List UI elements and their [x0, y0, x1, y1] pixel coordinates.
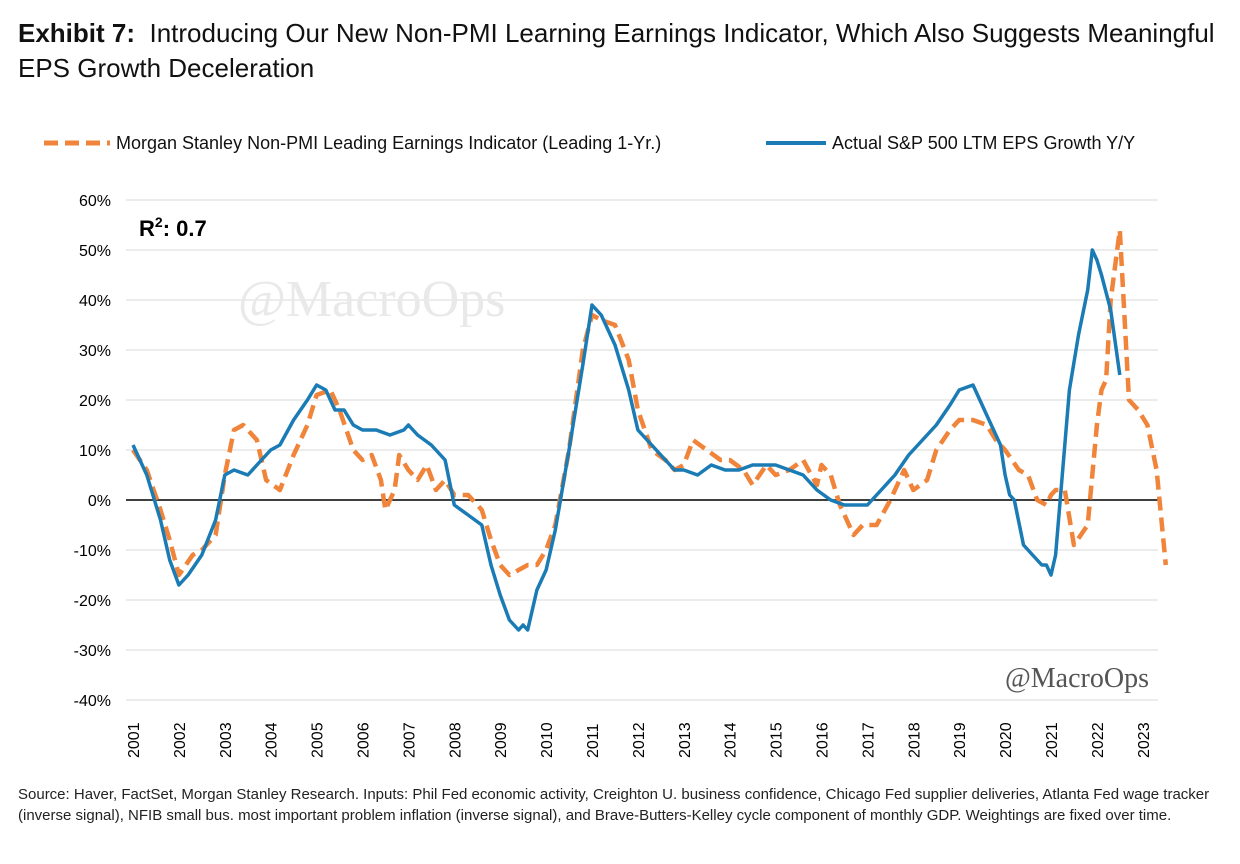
- x-tick-label: 2015: [769, 722, 786, 758]
- x-tick-label: 2011: [585, 723, 602, 758]
- x-tick-label: 2016: [815, 722, 832, 758]
- x-tick-label: 2010: [539, 722, 556, 758]
- y-tick-label: 40%: [79, 293, 111, 310]
- x-axis-labels: 2001 2002 2003 2004 2005 2006 2007 2008 2009 2010…: [126, 722, 1153, 758]
- x-tick-label: 2008: [447, 722, 464, 758]
- series-line-actual-eps: [131, 248, 1122, 632]
- x-tick-label: 2006: [356, 722, 373, 758]
- x-tick-label: 2004: [264, 722, 281, 758]
- line-chart: @MacroOps 60% 50% 40% 30% 20% 10% 0% -10% -20% -3…: [74, 193, 1169, 758]
- y-tick-label: -10%: [74, 543, 111, 560]
- title-text: Introducing Our New Non-PMI Learning Ear…: [18, 18, 1215, 83]
- y-tick-label: 20%: [79, 393, 111, 410]
- x-tick-label: 2012: [631, 722, 648, 758]
- x-tick-label: 2021: [1044, 722, 1061, 758]
- gridlines: [126, 199, 1158, 701]
- watermark-corner: @MacroOps: [1005, 663, 1149, 694]
- y-tick-label: -40%: [74, 693, 111, 710]
- y-tick-label: 10%: [79, 443, 111, 460]
- legend-label: Actual S&P 500 LTM EPS Growth Y/Y: [832, 132, 1136, 153]
- watermark-center: @MacroOps: [238, 271, 505, 328]
- y-tick-label: 30%: [79, 343, 111, 360]
- x-tick-label: 2023: [1136, 722, 1153, 758]
- legend-swatch-solid-blue: [766, 141, 826, 145]
- x-tick-label: 2001: [126, 722, 143, 758]
- x-tick-label: 2005: [310, 722, 327, 758]
- x-tick-label: 2018: [906, 722, 923, 758]
- exhibit-label: Exhibit 7:: [18, 18, 136, 48]
- source-note: Source: Haver, FactSet, Morgan Stanley R…: [18, 786, 1210, 824]
- y-tick-label: -30%: [74, 643, 111, 660]
- chart-title: Exhibit 7: Introducing Our New Non-PMI L…: [18, 16, 1218, 86]
- legend: Morgan Stanley Non-PMI Leading Earnings …: [0, 128, 1240, 158]
- legend-label: Morgan Stanley Non-PMI Leading Earnings …: [116, 132, 662, 153]
- y-tick-label: 50%: [79, 243, 111, 260]
- y-tick-label: -20%: [74, 593, 111, 610]
- x-tick-label: 2019: [952, 722, 969, 758]
- x-tick-label: 2020: [998, 722, 1015, 758]
- r-squared-annotation: R2: 0.7: [139, 214, 207, 241]
- x-tick-label: 2003: [218, 722, 235, 758]
- legend-item-actual-eps: Actual S&P 500 LTM EPS Growth Y/Y: [764, 128, 1135, 158]
- x-tick-label: 2002: [172, 722, 189, 758]
- x-tick-label: 2014: [723, 722, 740, 758]
- y-tick-label: 0%: [88, 493, 111, 510]
- y-axis-labels: 60% 50% 40% 30% 20% 10% 0% -10% -20% -30% -40%: [74, 193, 111, 710]
- x-tick-label: 2017: [860, 722, 877, 758]
- x-tick-label: 2007: [401, 722, 418, 758]
- series-lines: [131, 227, 1169, 632]
- x-tick-label: 2013: [677, 722, 694, 758]
- legend-item-leading-indicator: Morgan Stanley Non-PMI Leading Earnings …: [42, 128, 661, 158]
- y-tick-label: 60%: [79, 193, 111, 210]
- x-tick-label: 2022: [1090, 722, 1107, 758]
- x-tick-label: 2009: [493, 722, 510, 758]
- legend-swatch-dashed-orange: [44, 140, 110, 146]
